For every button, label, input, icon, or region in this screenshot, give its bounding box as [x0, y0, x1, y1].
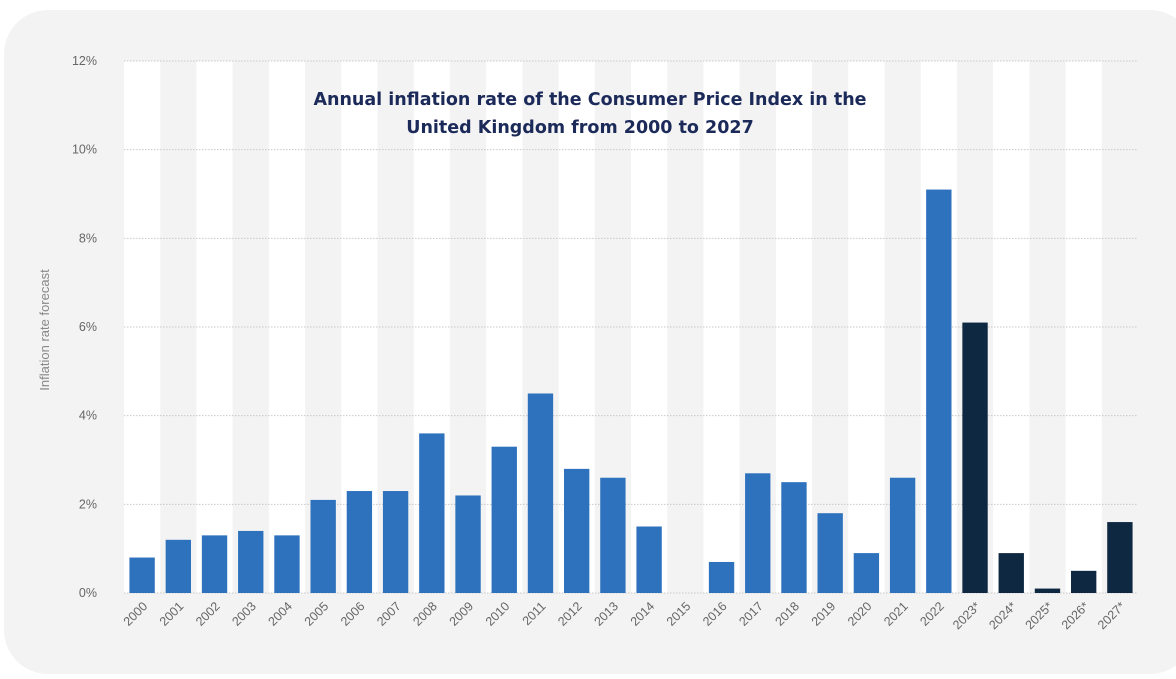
bar-2024[interactable]: [998, 553, 1024, 593]
bar-2011[interactable]: [527, 393, 554, 594]
bar-2020[interactable]: [853, 553, 880, 593]
x-tick-label: 2025*: [1023, 599, 1056, 632]
x-tick-label: 2012: [555, 599, 585, 629]
bar-2009[interactable]: [455, 495, 481, 593]
y-axis-label: Inflation rate forecast: [37, 269, 52, 391]
x-tick-label: 2010: [483, 599, 513, 629]
bar-2021[interactable]: [889, 477, 916, 593]
bar-2013[interactable]: [600, 477, 626, 593]
bar-2000[interactable]: [129, 557, 155, 593]
x-tick-label: 2017: [736, 599, 766, 629]
x-tick-label: 2023*: [950, 599, 983, 632]
bar-2018[interactable]: [781, 482, 807, 593]
x-tick-label: 2015: [664, 599, 694, 629]
y-tick-label: 8%: [79, 231, 97, 245]
bar-2001[interactable]: [165, 539, 191, 593]
bar-2012[interactable]: [564, 468, 590, 593]
y-tick-label: 2%: [79, 497, 97, 511]
x-tick-label: 2007: [374, 599, 404, 629]
x-tick-label: 2027*: [1095, 599, 1128, 632]
x-tick-label: 2006: [338, 599, 368, 629]
x-tick-label: 2014: [628, 599, 658, 629]
bar-2007[interactable]: [382, 491, 409, 593]
x-tick-label: 2004: [266, 599, 296, 629]
bar-2017[interactable]: [745, 473, 771, 593]
bar-2016[interactable]: [708, 561, 735, 593]
x-axis-ticks: 2000 2001 2002 2003 2004 2005 2006 2007 2008 2009…: [121, 599, 1128, 632]
x-tick-label: 2024*: [986, 599, 1019, 632]
x-tick-label: 2003: [229, 599, 259, 629]
x-tick-label: 2002: [193, 599, 223, 629]
x-tick-label: 2018: [773, 599, 803, 629]
y-axis-ticks: 0% 2% 4% 6% 8% 10% 12%: [72, 54, 97, 600]
bars: [129, 189, 1133, 594]
bar-2003[interactable]: [238, 530, 264, 593]
x-tick-label: 2022: [917, 599, 947, 629]
x-tick-label: 2001: [157, 599, 187, 629]
bar-2022[interactable]: [926, 189, 952, 594]
bar-2002[interactable]: [201, 535, 228, 593]
x-tick-label: 2000: [121, 599, 151, 629]
x-tick-label: 2013: [591, 599, 621, 629]
bar-2025[interactable]: [1034, 588, 1061, 593]
chart-title-line-1: Annual inflation rate of the Consumer Pr…: [313, 90, 866, 110]
y-tick-label: 0%: [79, 586, 97, 600]
bar-2027[interactable]: [1107, 522, 1133, 593]
bar-2014[interactable]: [636, 526, 662, 594]
bar-2023[interactable]: [962, 322, 988, 593]
column-stripe: [993, 61, 1030, 593]
y-tick-label: 10%: [72, 143, 97, 157]
x-tick-label: 2021: [881, 599, 911, 629]
x-tick-label: 2020: [845, 599, 875, 629]
y-tick-label: 4%: [79, 409, 97, 423]
y-tick-label: 12%: [72, 54, 97, 68]
column-stripe: [1065, 61, 1102, 593]
x-tick-label: 2016: [700, 599, 730, 629]
bar-2008[interactable]: [419, 433, 445, 593]
bar-2006[interactable]: [346, 491, 373, 593]
x-tick-label: 2008: [410, 599, 440, 629]
y-tick-label: 6%: [79, 320, 97, 334]
bar-2010[interactable]: [491, 446, 517, 593]
x-tick-label: 2009: [447, 599, 477, 629]
bar-2004[interactable]: [274, 535, 300, 593]
bar-2005[interactable]: [310, 499, 336, 593]
chart-title-line-2: United Kingdom from 2000 to 2027: [406, 118, 754, 138]
bar-2019[interactable]: [817, 513, 843, 593]
x-tick-label: 2026*: [1059, 599, 1092, 632]
bar-2026[interactable]: [1071, 570, 1097, 593]
x-tick-label: 2019: [809, 599, 839, 629]
x-tick-label: 2005: [302, 599, 332, 629]
x-tick-label: 2011: [520, 599, 549, 628]
